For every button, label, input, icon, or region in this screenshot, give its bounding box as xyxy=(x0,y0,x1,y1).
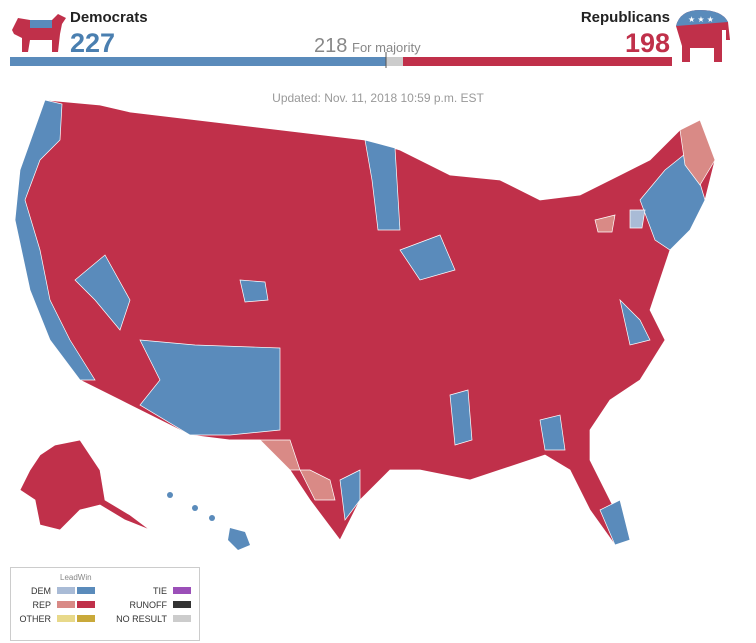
hawaii xyxy=(167,492,250,550)
mainland xyxy=(14,99,716,546)
legend-label: DEM xyxy=(31,586,51,596)
legend-label: REP xyxy=(32,600,51,610)
alaska xyxy=(19,439,151,531)
legend-label: OTHER xyxy=(19,614,52,624)
rep-icon: ★ ★ ★ xyxy=(676,10,730,62)
dem-seats: 227 xyxy=(70,28,115,58)
legend-label: NO RESULT xyxy=(116,614,167,624)
legend-win: Win xyxy=(77,573,92,582)
dem-label: Democrats xyxy=(70,9,148,26)
svg-text:★ ★ ★: ★ ★ ★ xyxy=(688,15,714,24)
rep-bar xyxy=(403,57,672,66)
majority-value: 218 xyxy=(314,35,347,57)
dem-icon xyxy=(12,14,66,52)
legend-lead: Lead xyxy=(60,573,78,582)
rep-label: Republicans xyxy=(581,9,670,26)
dem-bar xyxy=(10,57,386,66)
legend-label: RUNOFF xyxy=(129,600,168,610)
legend-label: TIE xyxy=(152,586,167,596)
legend-header: LeadWin xyxy=(60,573,92,582)
legend: LeadWin DEM REP OTHER TIE RUNOFF NO RESU… xyxy=(10,567,200,641)
majority-label: For majority xyxy=(352,40,421,55)
rep-seats: 198 xyxy=(625,28,670,58)
undecided-bar xyxy=(386,57,403,66)
updated-time: Updated: Nov. 11, 2018 10:59 p.m. EST xyxy=(272,91,484,105)
